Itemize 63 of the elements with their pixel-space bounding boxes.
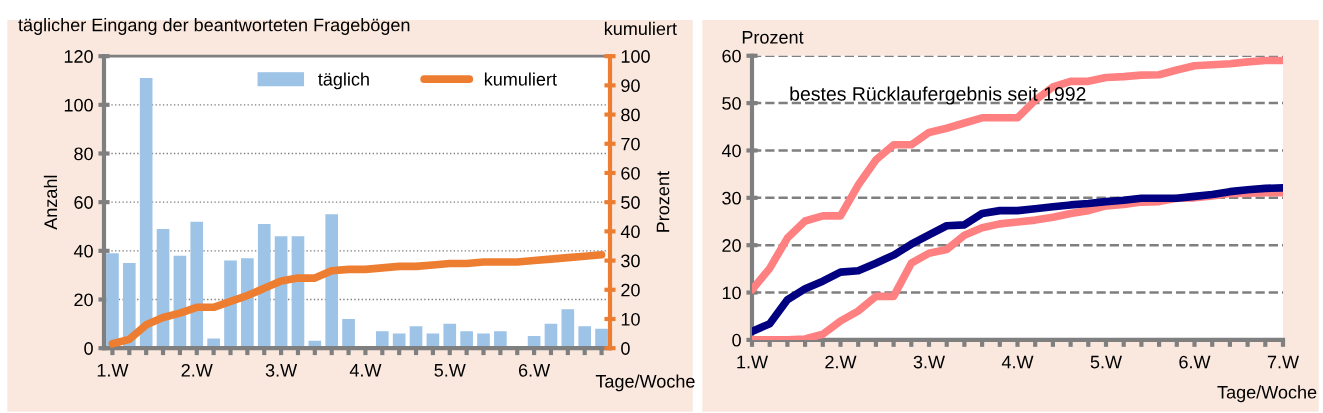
text: kumuliert bbox=[604, 21, 677, 36]
bar bbox=[443, 323, 457, 349]
chart-title: täglicher Eingang der beantworteten Fragebögen bbox=[18, 18, 410, 35]
x-tick-label: 3.W bbox=[265, 363, 298, 377]
x-axis-title: Tage/Woche bbox=[595, 374, 695, 392]
y-tick-label: 80 bbox=[74, 147, 93, 161]
x-tick-label: 4.W bbox=[1001, 355, 1034, 369]
bar bbox=[375, 331, 389, 349]
y2-tick-label: 100 bbox=[621, 50, 650, 63]
y2-tick-label: 30 bbox=[621, 254, 640, 268]
bar bbox=[224, 260, 237, 349]
y2-axis-title: Prozent bbox=[656, 171, 670, 232]
y2-tick-label: 40 bbox=[620, 225, 640, 239]
x-axis-title: Tage/Woche bbox=[1217, 385, 1317, 403]
bar bbox=[106, 253, 119, 349]
bar bbox=[257, 224, 271, 349]
y-tick-label: 0 bbox=[732, 333, 741, 347]
legend-label: täglich bbox=[318, 72, 369, 90]
x-tick-label: 3.W bbox=[913, 355, 945, 369]
y2-tick-label: 60 bbox=[621, 166, 640, 180]
y-axis-title: Prozent bbox=[742, 31, 804, 44]
y2-tick-label: 20 bbox=[621, 283, 640, 297]
x-tick-label: 5.W bbox=[434, 364, 466, 377]
annotation: bestes Rücklaufergebnis seit 1992 bbox=[790, 86, 1086, 105]
x-tick-label: 5.W bbox=[1090, 355, 1122, 369]
bar bbox=[561, 309, 575, 349]
bar bbox=[595, 328, 608, 349]
y-tick-label: 40 bbox=[73, 244, 93, 258]
bar bbox=[460, 331, 473, 349]
bar bbox=[325, 214, 339, 349]
x-tick-label: 6.W bbox=[518, 363, 551, 377]
y2-tick-label: 70 bbox=[621, 137, 640, 151]
bar bbox=[342, 318, 355, 349]
y-tick-label: 20 bbox=[74, 293, 93, 307]
y-tick-label: 120 bbox=[64, 50, 93, 63]
y2-tick-label: 90 bbox=[621, 79, 640, 93]
bar bbox=[494, 331, 507, 349]
x-tick-label: 1.W bbox=[97, 364, 129, 377]
y-axis-title: Anzahl bbox=[43, 175, 58, 230]
legend-label: kumuliert bbox=[484, 72, 557, 86]
y-tick-label: 10 bbox=[722, 286, 741, 300]
x-tick-label: 4.W bbox=[349, 364, 382, 377]
x-tick-label: 2.W bbox=[825, 355, 857, 369]
y-tick-label: 20 bbox=[722, 239, 741, 252]
bar bbox=[190, 221, 204, 349]
bar bbox=[241, 258, 254, 349]
x-tick-label: 1.W bbox=[737, 355, 768, 369]
y-tick-label: 0 bbox=[84, 342, 93, 355]
y-tick-label: 60 bbox=[722, 49, 741, 63]
x-tick-label: 6.W bbox=[1179, 355, 1211, 369]
bar bbox=[139, 78, 153, 349]
y-tick-label: 60 bbox=[74, 196, 93, 209]
y2-tick-label: 50 bbox=[621, 196, 640, 209]
y-tick-label: 50 bbox=[722, 97, 741, 110]
x-tick-label: 7.W bbox=[1267, 355, 1299, 369]
x-tick-label: 2.W bbox=[181, 363, 213, 377]
y-tick-label: 40 bbox=[721, 144, 741, 158]
y2-tick-label: 80 bbox=[621, 108, 640, 122]
y2-tick-label: 10 bbox=[621, 312, 640, 326]
y-tick-label: 100 bbox=[64, 98, 93, 112]
y2-tick-label: 0 bbox=[621, 342, 630, 355]
bar bbox=[578, 326, 592, 349]
y-tick-label: 30 bbox=[722, 191, 741, 205]
